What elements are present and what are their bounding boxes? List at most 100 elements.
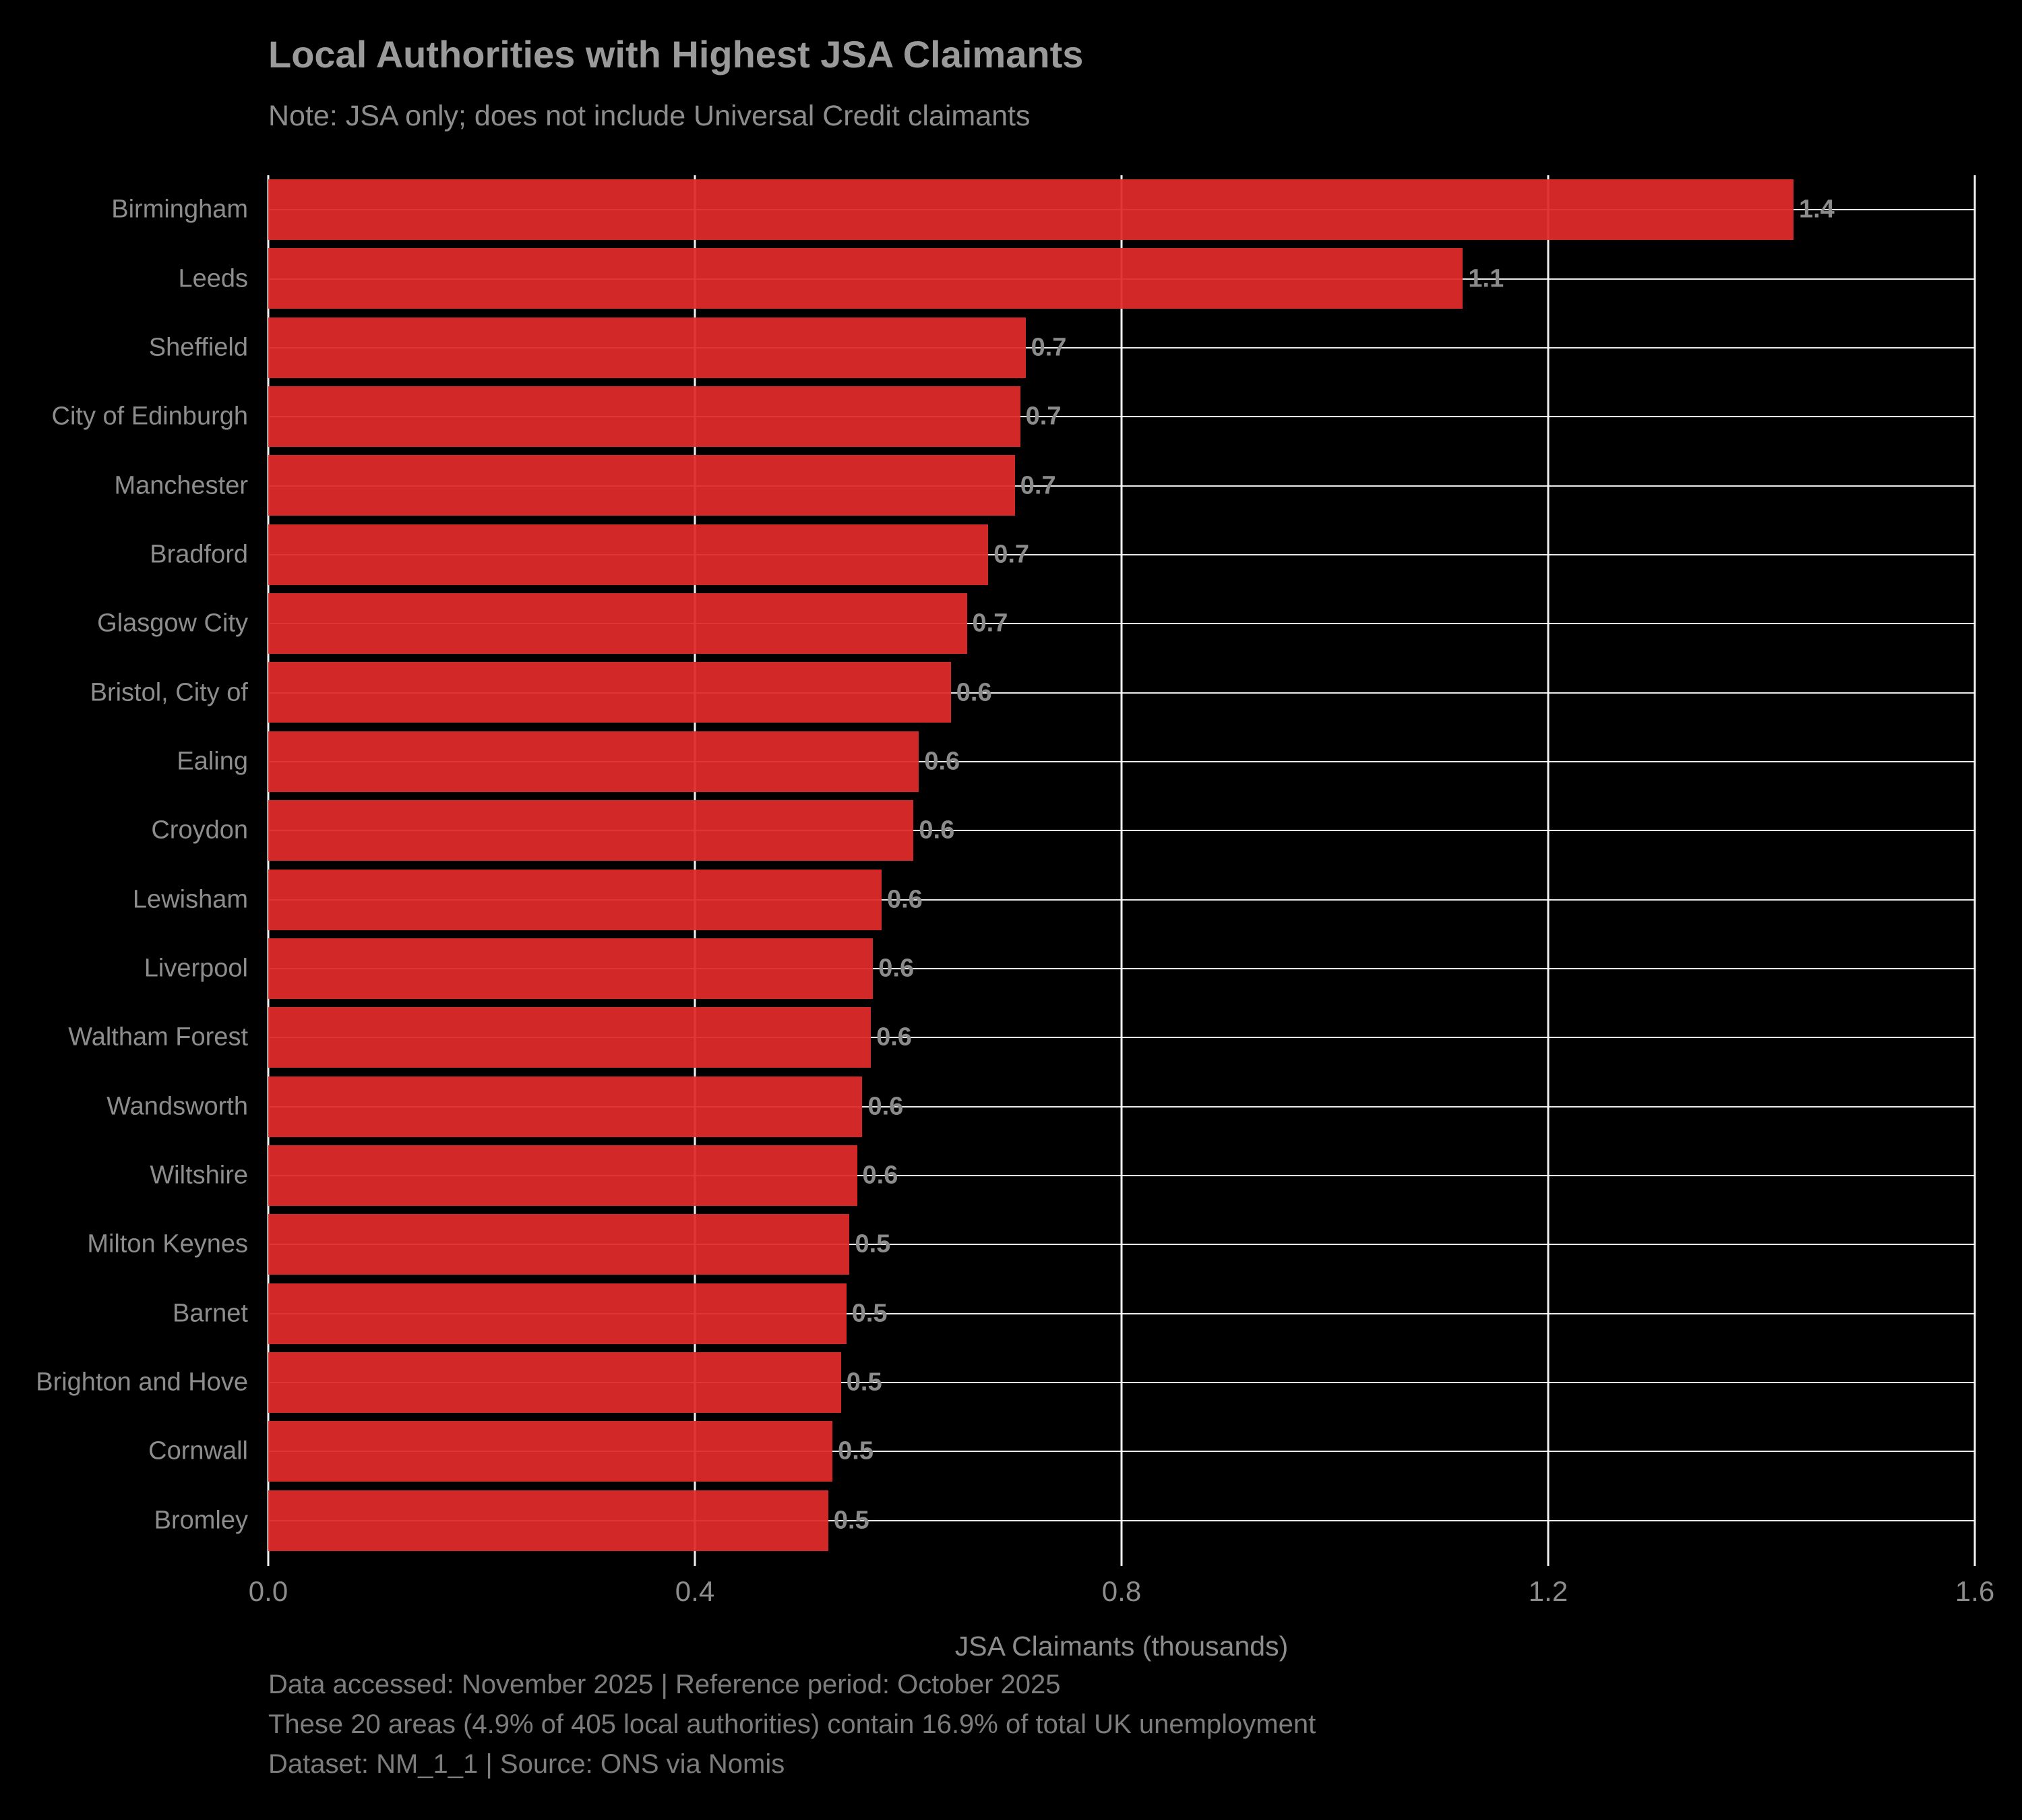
bar-row: Wiltshire 0.6 xyxy=(150,1141,1975,1210)
bar-row: City of Edinburgh 0.7 xyxy=(52,382,1975,451)
bar-row: Waltham Forest 0.6 xyxy=(68,1003,1975,1072)
x-tick-label: 0.0 xyxy=(248,1575,288,1607)
bar-value-label: 0.6 xyxy=(878,954,915,983)
bar-value-label: 0.6 xyxy=(924,747,960,776)
x-tick-label: 1.6 xyxy=(1955,1575,1995,1607)
bar xyxy=(268,179,1794,240)
bar-row: Wandsworth 0.6 xyxy=(106,1072,1975,1141)
x-axis-label: JSA Claimants (thousands) xyxy=(954,1631,1289,1662)
bar xyxy=(268,938,874,999)
y-tick-label: Lewisham xyxy=(132,885,248,914)
footnote-line-3: Dataset: NM_1_1 | Source: ONS via Nomis xyxy=(268,1749,785,1779)
bar-row: Sheffield 0.7 xyxy=(149,313,1975,382)
bar-row: Barnet 0.5 xyxy=(173,1279,1975,1348)
bar-value-label: 0.5 xyxy=(833,1506,869,1535)
footnote-line-1: Data accessed: November 2025 | Reference… xyxy=(268,1670,1061,1699)
y-tick-label: Barnet xyxy=(173,1299,248,1328)
bar-row: Croydon 0.6 xyxy=(151,796,1975,865)
y-tick-label: Leeds xyxy=(178,264,248,293)
h-gridline xyxy=(268,1175,1975,1177)
bar xyxy=(268,248,1463,309)
h-gridline xyxy=(268,830,1975,832)
h-gridline xyxy=(268,623,1975,625)
y-tick-label: Glasgow City xyxy=(97,609,248,638)
h-gridline xyxy=(268,416,1975,418)
bar-row: Brighton and Hove 0.5 xyxy=(36,1348,1975,1417)
bar-row: Glasgow City 0.7 xyxy=(97,589,1975,658)
bar-row: Ealing 0.6 xyxy=(177,727,1975,796)
bar-row: Bradford 0.7 xyxy=(150,520,1975,589)
chart-subtitle: Note: JSA only; does not include Univers… xyxy=(268,100,1031,132)
bar xyxy=(268,800,914,861)
y-tick-label: Wiltshire xyxy=(150,1161,248,1190)
y-tick-label: Milton Keynes xyxy=(87,1230,248,1258)
y-tick-label: Sheffield xyxy=(148,333,248,362)
bar-value-label: 0.6 xyxy=(862,1161,898,1190)
bar-value-label: 0.7 xyxy=(1031,333,1067,362)
x-tick-label: 0.8 xyxy=(1101,1575,1142,1607)
h-gridline xyxy=(268,1244,1975,1246)
chart-title: Local Authorities with Highest JSA Claim… xyxy=(268,33,1084,75)
bar xyxy=(268,1352,841,1413)
x-tick-label: 1.2 xyxy=(1528,1575,1568,1607)
bar xyxy=(268,524,989,585)
bar xyxy=(268,869,882,930)
bar-value-label: 0.7 xyxy=(1025,402,1062,431)
bar-value-label: 1.4 xyxy=(1798,195,1835,224)
v-gridline xyxy=(1547,175,1550,1566)
h-gridline xyxy=(268,760,1975,762)
y-tick-label: Bromley xyxy=(154,1506,248,1535)
bar xyxy=(268,1283,847,1344)
bar-row: Bromley 0.5 xyxy=(154,1486,1975,1555)
footnote-line-2: These 20 areas (4.9% of 405 local author… xyxy=(268,1709,1316,1739)
h-gridline xyxy=(268,1037,1975,1039)
h-gridline xyxy=(268,899,1975,901)
bar-value-label: 0.7 xyxy=(1020,471,1056,500)
bar xyxy=(268,317,1026,378)
bar-row: Cornwall 0.5 xyxy=(148,1417,1975,1486)
h-gridline xyxy=(268,1519,1975,1521)
y-tick-label: Croydon xyxy=(151,816,248,845)
bar-value-label: 0.7 xyxy=(972,609,1008,638)
bar-value-label: 1.1 xyxy=(1468,264,1504,293)
bar xyxy=(268,662,951,723)
y-tick-label: Bradford xyxy=(150,540,248,569)
h-gridline xyxy=(268,553,1975,555)
footnote-block: Data accessed: November 2025 | Reference… xyxy=(268,1665,1316,1784)
bar-row: Liverpool 0.6 xyxy=(144,934,1975,1003)
bar-value-label: 0.5 xyxy=(855,1230,891,1258)
y-tick-label: Cornwall xyxy=(148,1436,248,1465)
v-gridline xyxy=(1120,175,1123,1566)
bar-value-label: 0.6 xyxy=(956,678,992,707)
bar xyxy=(268,731,919,792)
bar-row: Bristol, City of 0.6 xyxy=(90,658,1975,727)
bar-value-label: 0.6 xyxy=(919,816,955,845)
h-gridline xyxy=(268,968,1975,970)
bar-value-label: 0.6 xyxy=(876,1023,912,1052)
h-gridline xyxy=(268,1451,1975,1453)
bar-row: Leeds 1.1 xyxy=(178,244,1975,313)
h-gridline xyxy=(268,1105,1975,1108)
bar-row: Birmingham 1.4 xyxy=(111,175,1975,244)
bar-value-label: 0.5 xyxy=(838,1436,874,1465)
bar-value-label: 0.6 xyxy=(886,885,923,914)
bar xyxy=(268,1490,828,1551)
bar-row: Milton Keynes 0.5 xyxy=(87,1210,1975,1279)
h-gridline xyxy=(268,692,1975,694)
y-tick-label: Waltham Forest xyxy=(68,1023,248,1052)
bar xyxy=(268,1421,833,1482)
y-tick-label: Brighton and Hove xyxy=(36,1368,248,1397)
bar xyxy=(268,593,967,655)
y-tick-label: Liverpool xyxy=(144,954,248,983)
bar xyxy=(268,1145,857,1206)
y-tick-label: Birmingham xyxy=(111,195,248,224)
bar-value-label: 0.6 xyxy=(867,1092,904,1121)
x-tick-label: 0.4 xyxy=(675,1575,715,1607)
bar-value-label: 0.5 xyxy=(846,1368,882,1397)
plot-area: JSA Claimants (thousands) 0.0 0.4 0.8 1.2 1.… xyxy=(36,175,1994,1662)
bar-value-label: 0.5 xyxy=(851,1299,888,1328)
bar xyxy=(268,455,1015,516)
y-tick-label: Manchester xyxy=(114,471,248,500)
bar-row: Lewisham 0.6 xyxy=(133,866,1975,934)
y-tick-label: Ealing xyxy=(177,747,248,776)
